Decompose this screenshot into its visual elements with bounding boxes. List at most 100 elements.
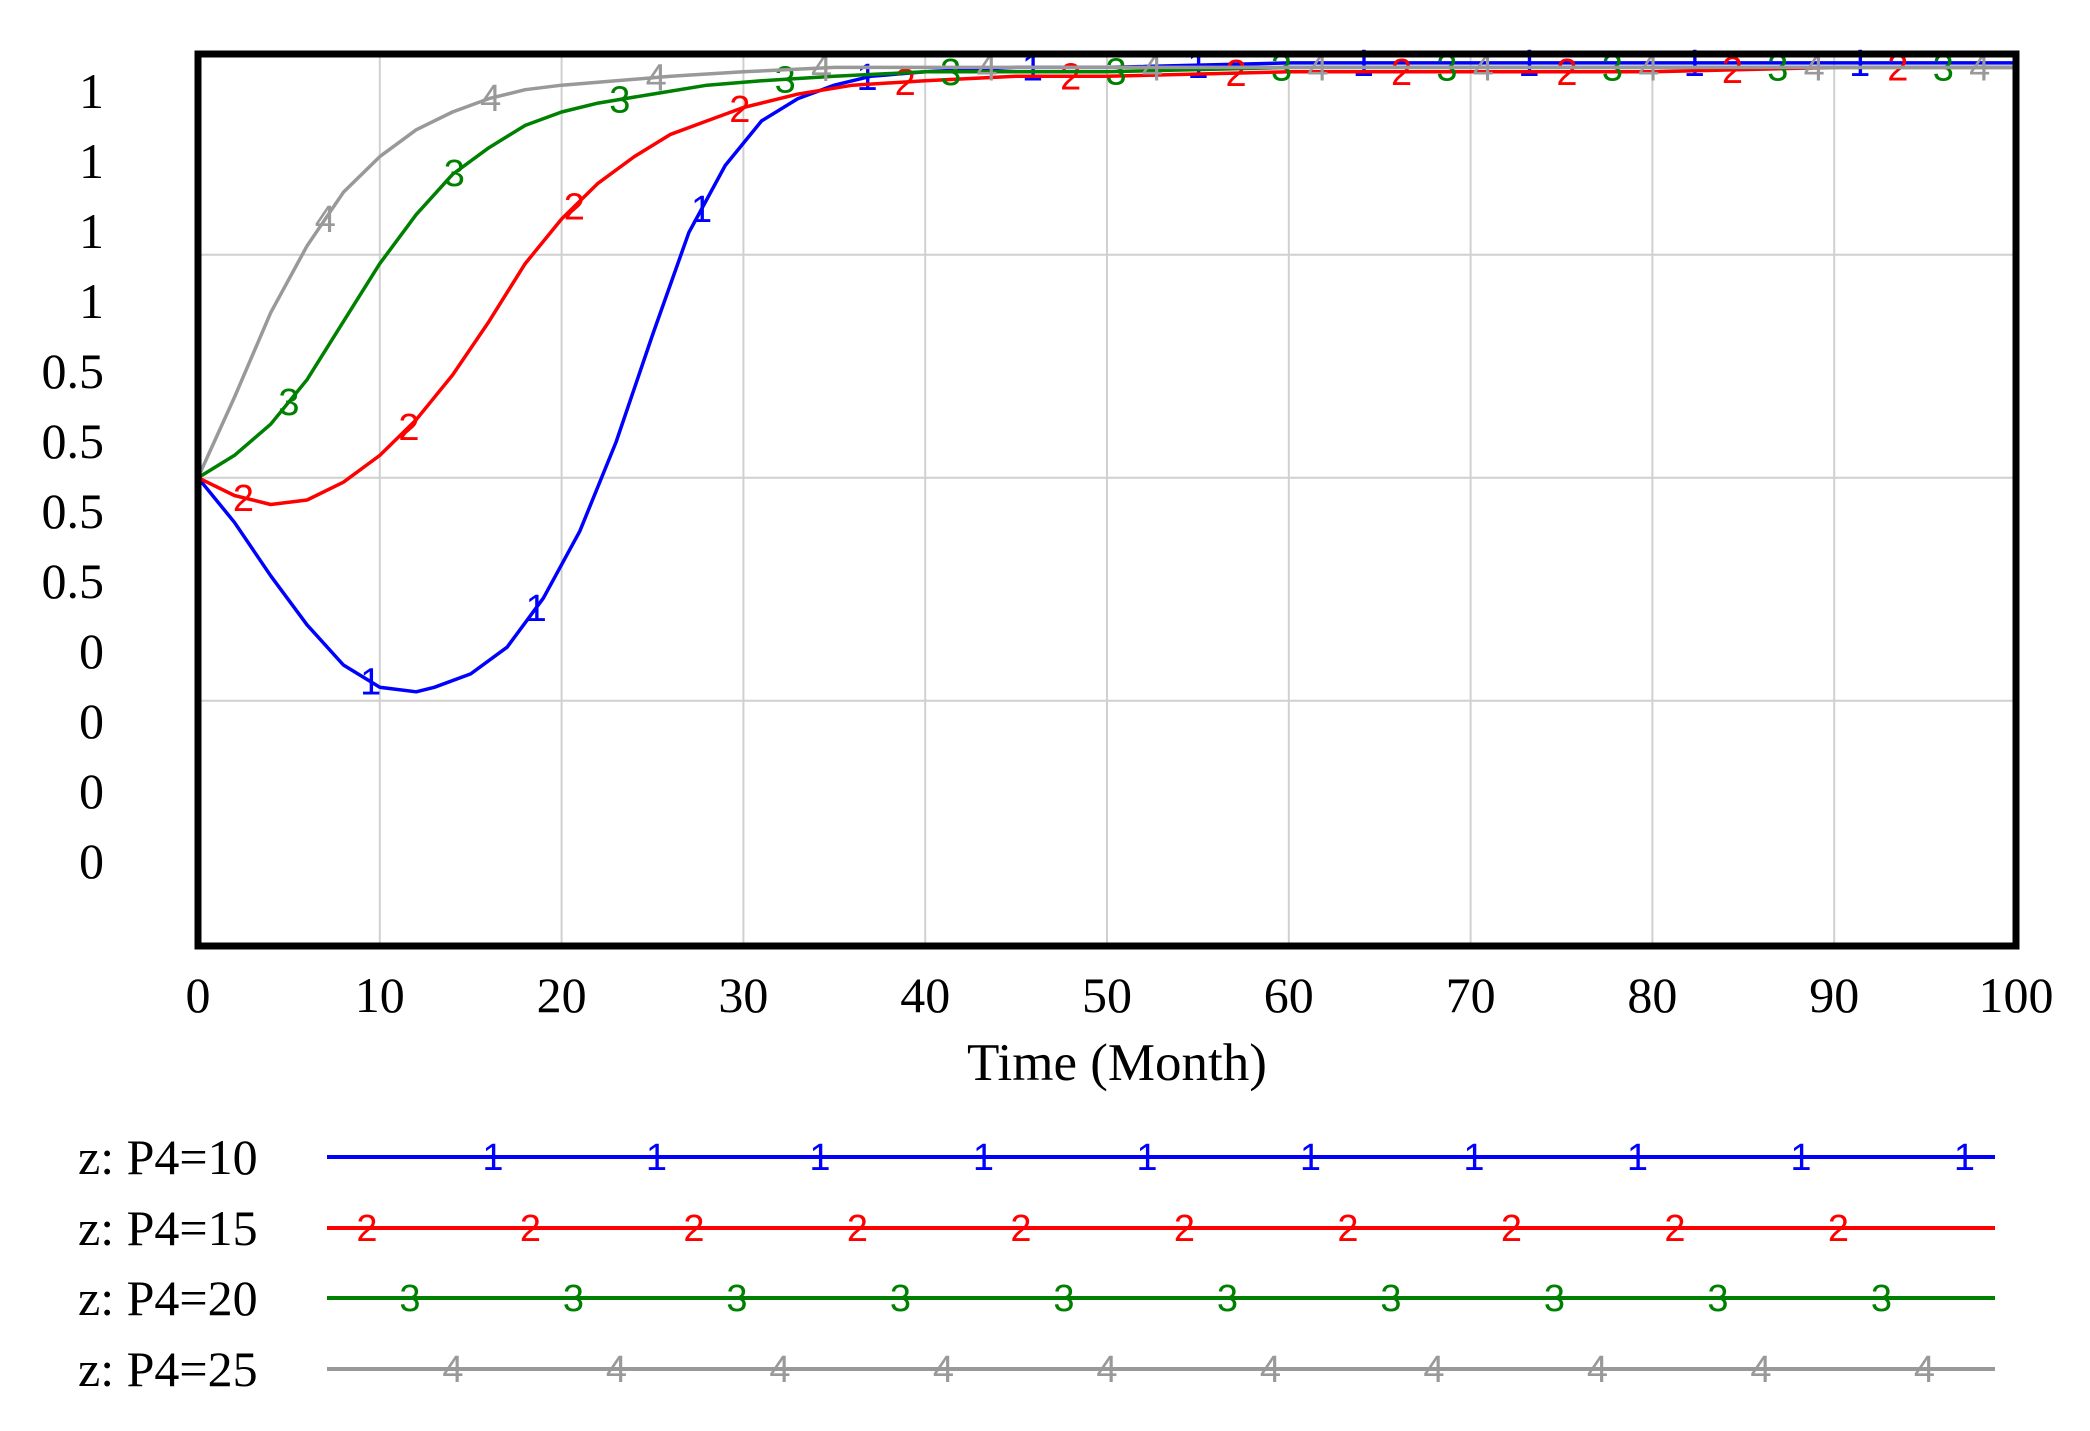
legend-label: z: P4=25 [78,1341,258,1397]
y-tick-label: 0.5 [42,413,105,469]
y-tick-label: 0.5 [42,483,105,539]
legend-label: z: P4=15 [78,1200,258,1256]
legend-marker: 2 [520,1208,541,1250]
x-tick-label: 30 [718,967,768,1023]
series-marker: 3 [609,79,630,121]
legend-marker: 1 [482,1137,503,1179]
legend-marker: 4 [606,1349,627,1391]
series-marker: 3 [775,59,796,101]
legend-entry: z: P4=25 4 4 4 4 4 4 4 4 4 4 [78,1341,1995,1397]
legend-entry: z: P4=15 2 2 2 2 2 2 2 2 2 2 [78,1200,1995,1256]
legend-marker: 1 [1463,1137,1484,1179]
legend-marker: 1 [973,1137,994,1179]
legend-entry: z: P4=10 1 1 1 1 1 1 1 1 1 1 [78,1129,1995,1185]
x-tick-label: 100 [1979,967,2054,1023]
series-marker: 1 [1518,43,1539,85]
legend-marker: 1 [1790,1137,1811,1179]
series-marker: 2 [1391,52,1412,94]
y-ticks: 1 1 1 1 0.5 0.5 0.5 0.5 0 0 0 0 [42,63,105,889]
series-marker: 2 [233,478,254,520]
legend-label: z: P4=10 [78,1129,258,1185]
legend-marker: 2 [356,1208,377,1250]
legend-marker: 2 [683,1208,704,1250]
legend-marker: 2 [1010,1208,1031,1250]
y-tick-label: 0 [79,833,104,889]
y-tick-label: 1 [79,63,104,119]
x-tick-label: 70 [1446,967,1496,1023]
legend-marker: 4 [1096,1349,1117,1391]
y-tick-label: 1 [79,273,104,329]
x-tick-label: 80 [1627,967,1677,1023]
legend-marker: 3 [399,1278,420,1320]
legend: z: P4=10 1 1 1 1 1 1 1 1 1 1z: P4=15 2 2 2 2 2 2 2 2 2 2z: P… [78,1129,1995,1397]
series-marker: 4 [1638,47,1659,89]
legend-marker: 3 [563,1278,584,1320]
legend-marker: 1 [1136,1137,1157,1179]
legend-marker: 3 [890,1278,911,1320]
series-line [196,65,2016,479]
series-marker: 1 [1353,43,1374,85]
x-tick-label: 60 [1264,967,1314,1023]
series-marker: 1 [856,57,877,99]
legend-marker: 4 [1750,1349,1771,1391]
legend-marker: 4 [442,1349,463,1391]
legend-marker: 4 [769,1349,790,1391]
legend-marker: 3 [1544,1278,1565,1320]
x-tick-label: 20 [537,967,587,1023]
series-marker: 2 [564,187,585,229]
series-marker: 4 [976,47,997,89]
series-marker: 3 [278,382,299,424]
legend-marker: 1 [1627,1137,1648,1179]
x-axis-label: Time (Month) [967,1034,1267,1092]
series-marker: 4 [480,78,501,120]
legend-marker: 3 [726,1278,747,1320]
legend-marker: 2 [1337,1208,1358,1250]
series-marker: 4 [315,199,336,241]
legend-marker: 3 [1053,1278,1074,1320]
legend-marker: 4 [1914,1349,1935,1391]
y-tick-label: 0 [79,623,104,679]
series-marker: 1 [360,662,381,704]
legend-label: z: P4=20 [78,1270,258,1326]
legend-marker: 2 [1501,1208,1522,1250]
legend-marker: 1 [1954,1137,1975,1179]
series-marker: 2 [1722,50,1743,92]
plot-frame [194,50,2020,950]
legend-marker: 2 [1174,1208,1195,1250]
x-ticks: 0 10 20 30 40 50 60 70 80 90 100 [186,967,2054,1023]
y-tick-label: 1 [79,133,104,189]
legend-marker: 3 [1871,1278,1892,1320]
series-4: 4 4 4 4 4 4 4 4 4 4 4 [196,47,2016,479]
legend-marker: 1 [646,1137,667,1179]
legend-marker: 2 [1828,1208,1849,1250]
x-tick-label: 40 [900,967,950,1023]
x-tick-label: 50 [1082,967,1132,1023]
x-tick-label: 0 [186,967,211,1023]
series-marker: 3 [940,52,961,94]
y-tick-label: 0 [79,693,104,749]
legend-marker: 3 [1217,1278,1238,1320]
series-marker: 4 [1142,47,1163,89]
series-marker: 1 [526,588,547,630]
legend-marker: 2 [1664,1208,1685,1250]
legend-marker: 3 [1380,1278,1401,1320]
x-tick-label: 90 [1809,967,1859,1023]
series-marker: 4 [1473,47,1494,89]
series-line [197,65,2016,507]
y-tick-label: 0.5 [42,553,105,609]
legend-marker: 1 [1300,1137,1321,1179]
legend-marker: 2 [847,1208,868,1250]
series-marker: 4 [1804,47,1825,89]
series-marker: 4 [1307,47,1328,89]
series-line [196,61,2016,694]
series-marker: 1 [1849,43,1870,85]
legend-marker: 1 [809,1137,830,1179]
legend-marker: 4 [1260,1349,1281,1391]
series-marker: 1 [1684,43,1705,85]
y-tick-label: 0 [79,763,104,819]
legend-marker: 4 [1587,1349,1608,1391]
y-tick-label: 1 [79,203,104,259]
series-marker: 4 [646,57,667,99]
